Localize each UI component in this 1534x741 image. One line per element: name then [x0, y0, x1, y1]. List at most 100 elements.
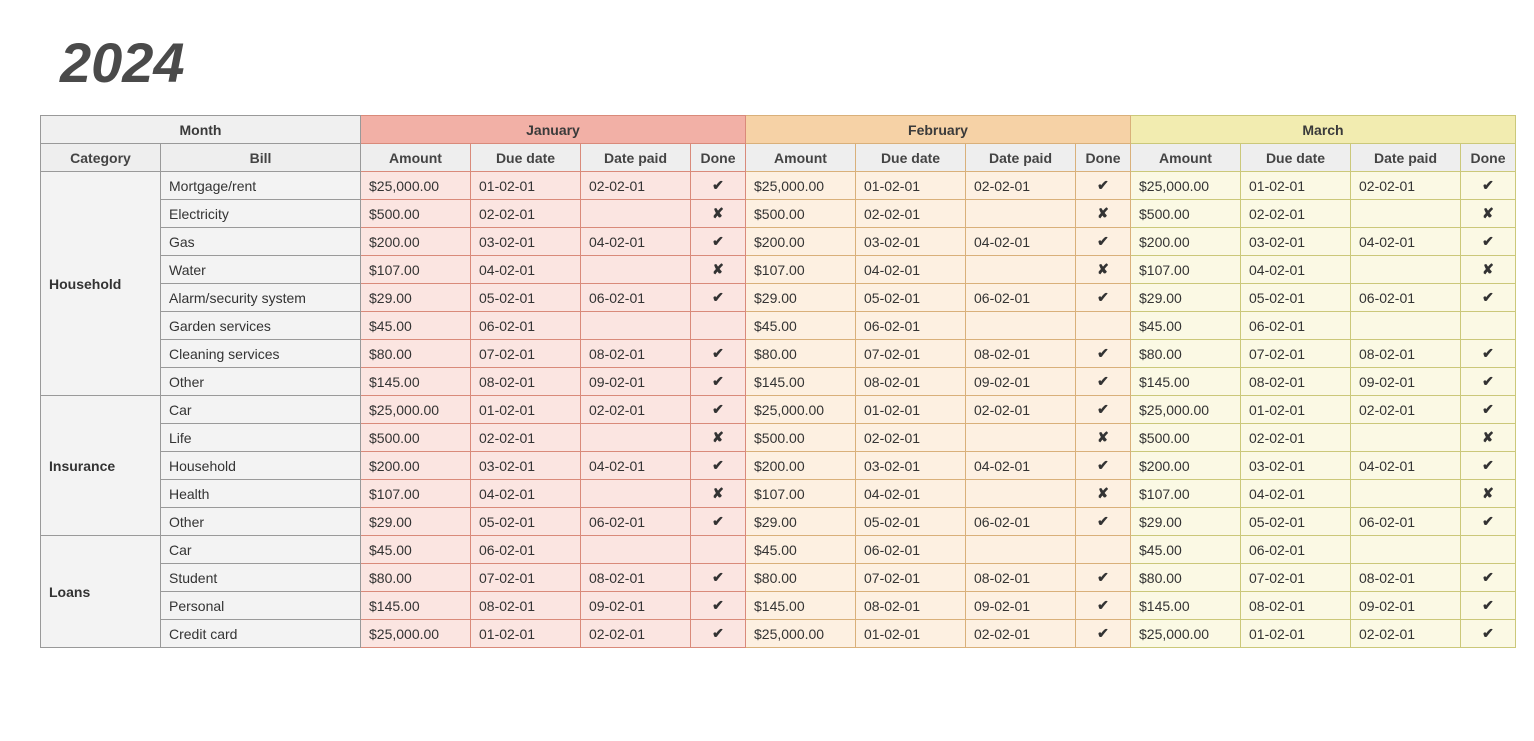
amount-cell[interactable]: $45.00: [361, 312, 471, 340]
amount-cell[interactable]: $45.00: [746, 536, 856, 564]
amount-cell[interactable]: $29.00: [746, 284, 856, 312]
done-cell[interactable]: ✔: [1461, 396, 1516, 424]
date-paid-cell[interactable]: [581, 536, 691, 564]
done-cell[interactable]: ✔: [1076, 172, 1131, 200]
category-cell[interactable]: Household: [41, 172, 161, 396]
due-date-cell[interactable]: 06-02-01: [856, 536, 966, 564]
due-date-cell[interactable]: 04-02-01: [856, 256, 966, 284]
amount-cell[interactable]: $145.00: [361, 368, 471, 396]
done-cell[interactable]: ✔: [1461, 340, 1516, 368]
amount-cell[interactable]: $200.00: [361, 452, 471, 480]
due-date-cell[interactable]: 03-02-01: [856, 452, 966, 480]
due-date-cell[interactable]: 07-02-01: [856, 564, 966, 592]
due-date-cell[interactable]: 01-02-01: [856, 396, 966, 424]
date-paid-cell[interactable]: 06-02-01: [1351, 284, 1461, 312]
date-paid-cell[interactable]: [581, 424, 691, 452]
done-cell[interactable]: ✔: [1076, 340, 1131, 368]
amount-cell[interactable]: $500.00: [1131, 424, 1241, 452]
amount-cell[interactable]: $80.00: [1131, 340, 1241, 368]
date-paid-cell[interactable]: 09-02-01: [966, 368, 1076, 396]
done-cell[interactable]: ✘: [1076, 200, 1131, 228]
due-date-cell[interactable]: 01-02-01: [471, 620, 581, 648]
amount-cell[interactable]: $25,000.00: [1131, 620, 1241, 648]
done-cell[interactable]: ✘: [1461, 480, 1516, 508]
done-cell[interactable]: ✔: [1076, 284, 1131, 312]
amount-cell[interactable]: $45.00: [361, 536, 471, 564]
due-date-cell[interactable]: 04-02-01: [471, 480, 581, 508]
due-date-cell[interactable]: 04-02-01: [1241, 256, 1351, 284]
amount-cell[interactable]: $145.00: [746, 592, 856, 620]
done-cell[interactable]: ✔: [1461, 508, 1516, 536]
amount-cell[interactable]: $45.00: [1131, 536, 1241, 564]
amount-cell[interactable]: $500.00: [361, 200, 471, 228]
amount-cell[interactable]: $107.00: [361, 480, 471, 508]
due-date-cell[interactable]: 05-02-01: [1241, 508, 1351, 536]
amount-cell[interactable]: $80.00: [1131, 564, 1241, 592]
done-cell[interactable]: ✔: [1076, 508, 1131, 536]
done-cell[interactable]: ✔: [1076, 564, 1131, 592]
amount-cell[interactable]: $145.00: [1131, 592, 1241, 620]
amount-cell[interactable]: $107.00: [746, 256, 856, 284]
amount-cell[interactable]: $500.00: [1131, 200, 1241, 228]
date-paid-cell[interactable]: 02-02-01: [1351, 172, 1461, 200]
due-date-cell[interactable]: 02-02-01: [1241, 424, 1351, 452]
done-cell[interactable]: ✔: [1076, 592, 1131, 620]
date-paid-cell[interactable]: 02-02-01: [581, 620, 691, 648]
date-paid-cell[interactable]: [581, 256, 691, 284]
date-paid-cell[interactable]: [581, 312, 691, 340]
due-date-cell[interactable]: 01-02-01: [856, 620, 966, 648]
date-paid-cell[interactable]: [1351, 536, 1461, 564]
date-paid-cell[interactable]: 02-02-01: [1351, 396, 1461, 424]
done-cell[interactable]: ✘: [691, 480, 746, 508]
date-paid-cell[interactable]: [966, 256, 1076, 284]
date-paid-cell[interactable]: [1351, 200, 1461, 228]
date-paid-cell[interactable]: 04-02-01: [1351, 452, 1461, 480]
bill-cell[interactable]: Gas: [161, 228, 361, 256]
amount-cell[interactable]: $200.00: [1131, 452, 1241, 480]
date-paid-cell[interactable]: [581, 200, 691, 228]
done-cell[interactable]: ✔: [691, 452, 746, 480]
done-cell[interactable]: ✘: [1076, 424, 1131, 452]
amount-cell[interactable]: $29.00: [361, 284, 471, 312]
amount-cell[interactable]: $29.00: [746, 508, 856, 536]
amount-cell[interactable]: $29.00: [361, 508, 471, 536]
due-date-cell[interactable]: 05-02-01: [471, 284, 581, 312]
bill-cell[interactable]: Health: [161, 480, 361, 508]
due-date-cell[interactable]: 02-02-01: [856, 200, 966, 228]
amount-cell[interactable]: $25,000.00: [746, 172, 856, 200]
amount-cell[interactable]: $29.00: [1131, 508, 1241, 536]
date-paid-cell[interactable]: [966, 424, 1076, 452]
date-paid-cell[interactable]: 02-02-01: [581, 172, 691, 200]
due-date-cell[interactable]: 01-02-01: [1241, 396, 1351, 424]
done-cell[interactable]: ✔: [1461, 228, 1516, 256]
done-cell[interactable]: ✘: [691, 424, 746, 452]
done-cell[interactable]: ✔: [1076, 228, 1131, 256]
date-paid-cell[interactable]: 02-02-01: [966, 396, 1076, 424]
due-date-cell[interactable]: 01-02-01: [471, 396, 581, 424]
bill-cell[interactable]: Other: [161, 508, 361, 536]
due-date-cell[interactable]: 08-02-01: [1241, 592, 1351, 620]
amount-cell[interactable]: $25,000.00: [746, 396, 856, 424]
done-cell[interactable]: ✔: [691, 592, 746, 620]
done-cell[interactable]: ✔: [1076, 368, 1131, 396]
amount-cell[interactable]: $107.00: [1131, 480, 1241, 508]
due-date-cell[interactable]: 08-02-01: [471, 592, 581, 620]
due-date-cell[interactable]: 01-02-01: [856, 172, 966, 200]
due-date-cell[interactable]: 08-02-01: [471, 368, 581, 396]
done-cell[interactable]: ✔: [691, 508, 746, 536]
amount-cell[interactable]: $500.00: [746, 424, 856, 452]
due-date-cell[interactable]: 03-02-01: [856, 228, 966, 256]
date-paid-cell[interactable]: 04-02-01: [1351, 228, 1461, 256]
date-paid-cell[interactable]: 08-02-01: [966, 340, 1076, 368]
bill-cell[interactable]: Life: [161, 424, 361, 452]
bill-cell[interactable]: Car: [161, 396, 361, 424]
done-cell[interactable]: ✘: [691, 256, 746, 284]
amount-cell[interactable]: $45.00: [746, 312, 856, 340]
date-paid-cell[interactable]: 02-02-01: [1351, 620, 1461, 648]
done-cell[interactable]: ✔: [1461, 564, 1516, 592]
bill-cell[interactable]: Car: [161, 536, 361, 564]
due-date-cell[interactable]: 07-02-01: [471, 340, 581, 368]
done-cell[interactable]: ✘: [1461, 200, 1516, 228]
date-paid-cell[interactable]: [966, 200, 1076, 228]
done-cell[interactable]: ✘: [1076, 256, 1131, 284]
